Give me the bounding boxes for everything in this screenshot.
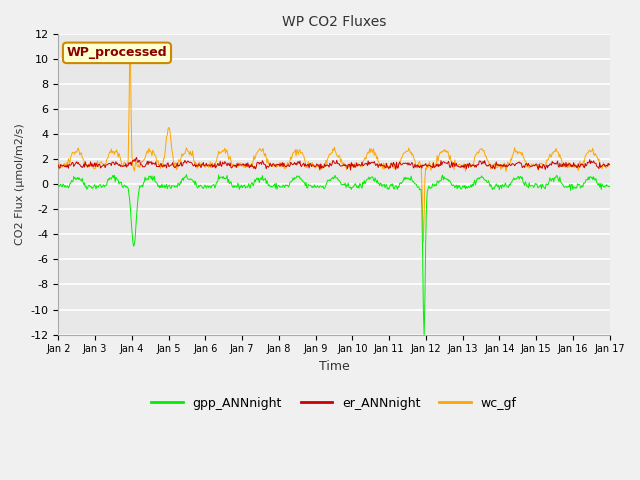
Title: WP CO2 Fluxes: WP CO2 Fluxes — [282, 15, 386, 29]
Y-axis label: CO2 Flux (μmol/m2/s): CO2 Flux (μmol/m2/s) — [15, 123, 25, 245]
Legend: gpp_ANNnight, er_ANNnight, wc_gf: gpp_ANNnight, er_ANNnight, wc_gf — [147, 392, 522, 415]
X-axis label: Time: Time — [319, 360, 349, 373]
Text: WP_processed: WP_processed — [67, 47, 167, 60]
